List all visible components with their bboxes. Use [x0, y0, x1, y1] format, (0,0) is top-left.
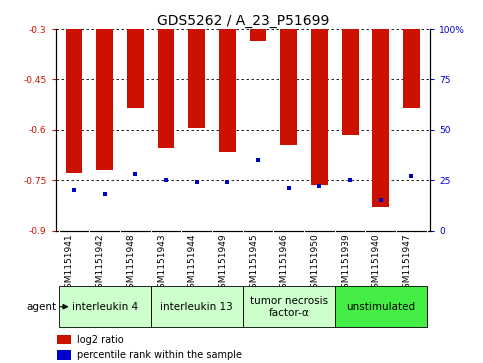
- Text: GSM1151948: GSM1151948: [127, 233, 135, 294]
- Point: [193, 179, 200, 185]
- Bar: [403, 29, 420, 108]
- Text: agent: agent: [26, 302, 56, 312]
- Text: GSM1151950: GSM1151950: [311, 233, 319, 294]
- Text: interleukin 13: interleukin 13: [160, 302, 233, 312]
- Bar: [127, 29, 144, 108]
- Bar: [372, 29, 389, 207]
- Bar: [341, 29, 358, 135]
- Point: [315, 183, 323, 189]
- Text: GSM1151941: GSM1151941: [65, 233, 74, 294]
- Point: [346, 177, 354, 183]
- Bar: [66, 29, 83, 174]
- Point: [285, 185, 293, 191]
- Text: tumor necrosis
factor-α: tumor necrosis factor-α: [250, 296, 328, 318]
- Bar: [280, 29, 297, 145]
- Bar: [57, 335, 71, 344]
- Point: [131, 171, 139, 177]
- Point: [254, 157, 262, 163]
- FancyBboxPatch shape: [243, 286, 335, 327]
- FancyBboxPatch shape: [58, 286, 151, 327]
- Point: [101, 191, 109, 197]
- Text: GSM1151945: GSM1151945: [249, 233, 258, 294]
- Text: GSM1151942: GSM1151942: [96, 233, 105, 294]
- Bar: [219, 29, 236, 152]
- Point: [162, 177, 170, 183]
- Text: GSM1151949: GSM1151949: [218, 233, 227, 294]
- Point: [377, 197, 384, 203]
- Text: percentile rank within the sample: percentile rank within the sample: [77, 350, 242, 360]
- Text: unstimulated: unstimulated: [346, 302, 415, 312]
- Bar: [250, 29, 267, 41]
- Title: GDS5262 / A_23_P51699: GDS5262 / A_23_P51699: [156, 14, 329, 28]
- Text: GSM1151943: GSM1151943: [157, 233, 166, 294]
- Text: GSM1151939: GSM1151939: [341, 233, 350, 294]
- Text: log2 ratio: log2 ratio: [77, 335, 124, 344]
- Bar: [96, 29, 113, 170]
- Bar: [188, 29, 205, 128]
- Bar: [157, 29, 174, 148]
- FancyBboxPatch shape: [335, 286, 427, 327]
- Text: interleukin 4: interleukin 4: [71, 302, 138, 312]
- Point: [224, 179, 231, 185]
- Point: [70, 187, 78, 193]
- Bar: [57, 350, 71, 360]
- Bar: [311, 29, 328, 185]
- Text: GSM1151946: GSM1151946: [280, 233, 289, 294]
- Text: GSM1151944: GSM1151944: [188, 233, 197, 294]
- Text: GSM1151947: GSM1151947: [402, 233, 412, 294]
- Text: GSM1151940: GSM1151940: [372, 233, 381, 294]
- FancyBboxPatch shape: [151, 286, 243, 327]
- Point: [408, 173, 415, 179]
